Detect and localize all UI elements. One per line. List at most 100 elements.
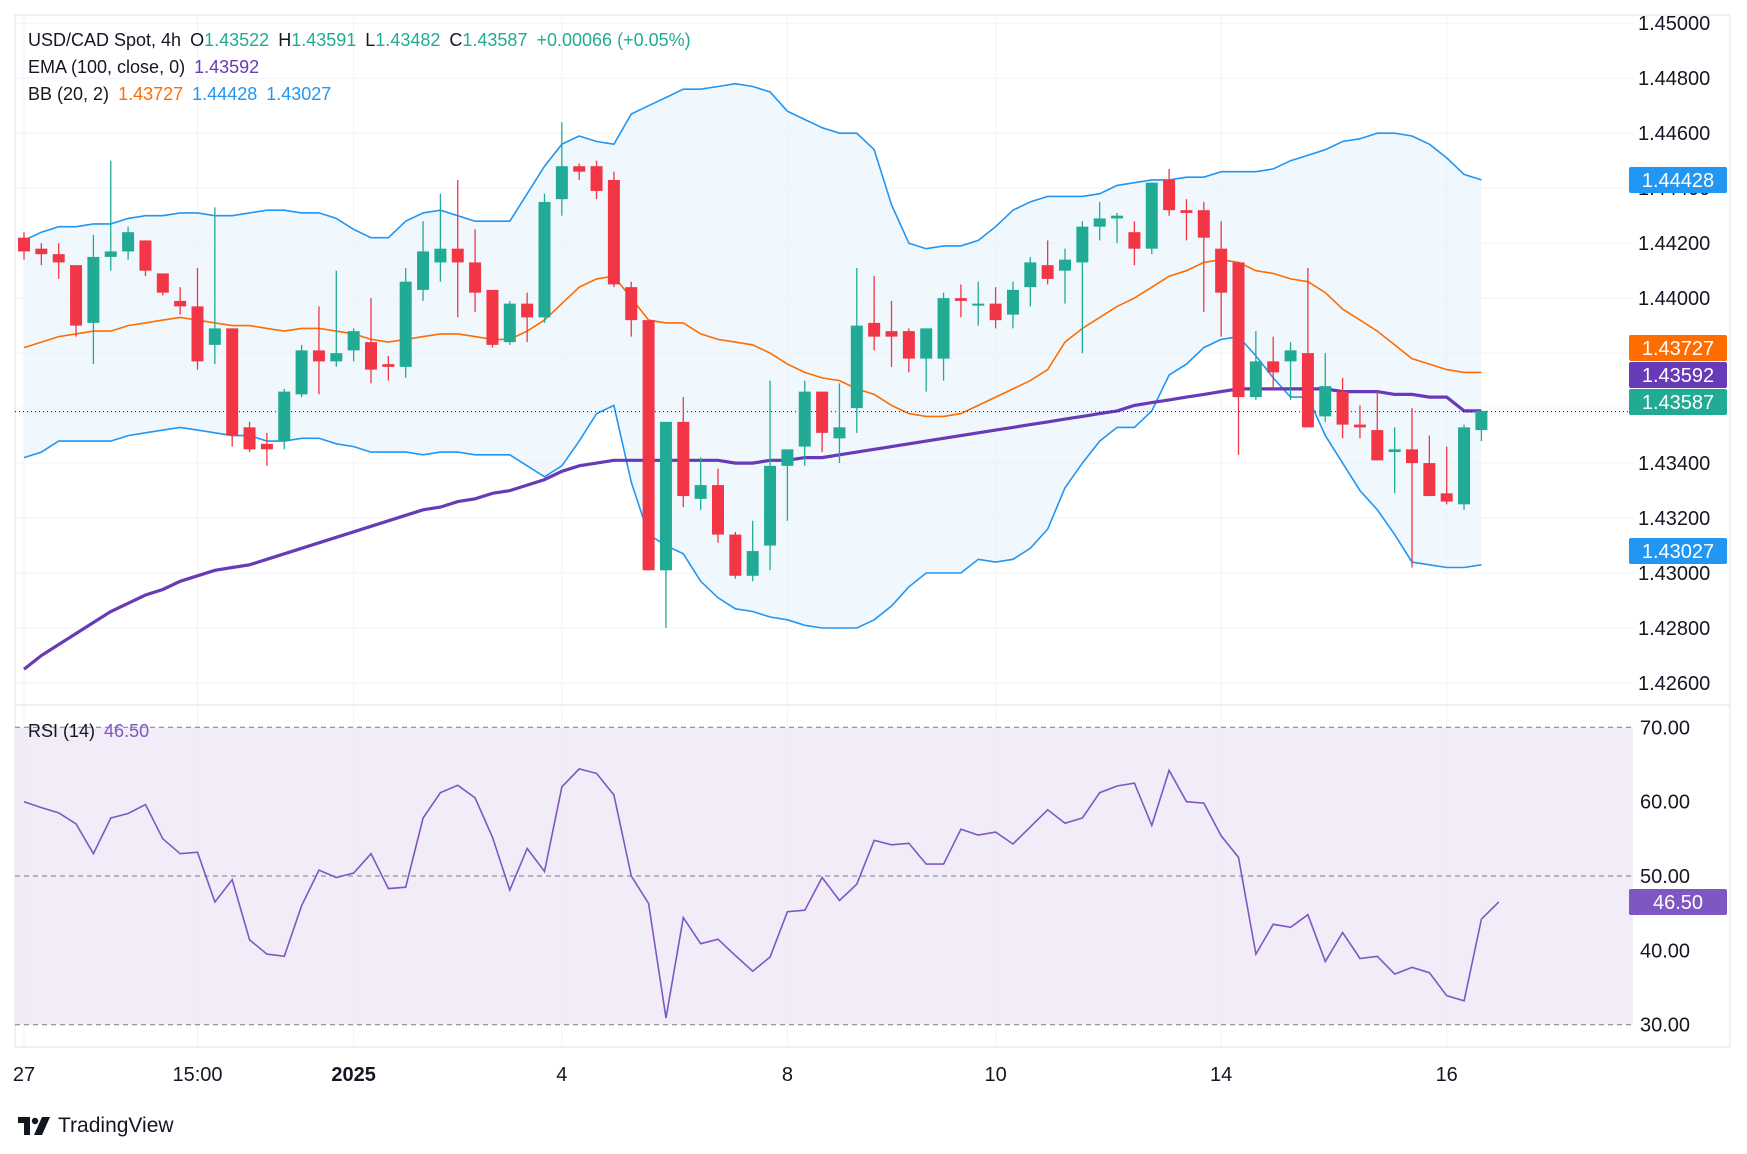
candle[interactable] (434, 193, 447, 282)
candle[interactable] (1041, 240, 1054, 285)
rsi-tick-label: 70.00 (1640, 717, 1690, 739)
candle[interactable] (607, 171, 620, 288)
candle[interactable] (920, 328, 933, 392)
candle[interactable] (156, 273, 169, 296)
candle[interactable] (417, 221, 430, 301)
candle[interactable] (35, 243, 48, 266)
candle[interactable] (260, 432, 273, 466)
candle[interactable] (1319, 353, 1332, 422)
price-tick-label: 1.44800 (1638, 68, 1710, 90)
candle[interactable] (347, 328, 360, 362)
candle[interactable] (1145, 182, 1158, 255)
candle[interactable] (1440, 446, 1453, 505)
candle[interactable] (712, 468, 724, 543)
candle[interactable] (1475, 410, 1488, 442)
candle[interactable] (1093, 201, 1106, 241)
candle[interactable] (746, 520, 759, 582)
candle[interactable] (70, 265, 83, 337)
candle[interactable] (659, 421, 672, 629)
candle[interactable] (208, 207, 221, 365)
candle[interactable] (590, 160, 603, 200)
candle[interactable] (555, 122, 568, 216)
candle[interactable] (312, 306, 325, 395)
candle[interactable] (833, 383, 846, 464)
candle[interactable] (1006, 281, 1019, 329)
candle[interactable] (330, 270, 343, 367)
candle[interactable] (1215, 221, 1228, 337)
candle[interactable] (625, 281, 638, 337)
candle[interactable] (850, 267, 863, 433)
candle[interactable] (1336, 377, 1349, 439)
candle[interactable] (191, 267, 204, 370)
candle[interactable] (521, 292, 534, 343)
candle[interactable] (989, 287, 1002, 329)
candle[interactable] (486, 289, 499, 348)
candle-body (469, 262, 482, 293)
candle[interactable] (87, 234, 100, 365)
candle[interactable] (1197, 201, 1210, 312)
candle[interactable] (798, 380, 811, 466)
candle[interactable] (295, 344, 308, 398)
candle[interactable] (278, 388, 291, 450)
candle[interactable] (469, 229, 482, 312)
candle[interactable] (1371, 391, 1384, 461)
candle[interactable] (642, 320, 655, 571)
candle[interactable] (1024, 256, 1037, 307)
candle[interactable] (1423, 435, 1436, 497)
candle[interactable] (764, 380, 777, 571)
candle[interactable] (1249, 331, 1262, 400)
ema-legend[interactable]: EMA (100, close, 0) 1.43592 (28, 57, 263, 78)
candle[interactable] (1059, 248, 1071, 304)
candle[interactable] (1111, 212, 1124, 244)
candle[interactable] (1128, 221, 1141, 266)
price-tick-label: 1.45000 (1638, 13, 1710, 35)
candle-body (365, 342, 377, 370)
candle[interactable] (503, 300, 516, 345)
candle[interactable] (694, 457, 707, 510)
candle[interactable] (729, 531, 742, 579)
candle[interactable] (954, 284, 967, 318)
candle[interactable] (1163, 168, 1176, 216)
candle[interactable] (139, 240, 152, 277)
candle[interactable] (573, 163, 586, 180)
candle[interactable] (382, 355, 395, 381)
candle[interactable] (1232, 262, 1245, 455)
candle[interactable] (677, 397, 690, 508)
candle[interactable] (972, 281, 985, 326)
candle[interactable] (451, 179, 464, 318)
candle[interactable] (52, 243, 65, 279)
candle[interactable] (781, 449, 794, 521)
candle[interactable] (1267, 336, 1280, 389)
candle[interactable] (243, 421, 256, 453)
candle[interactable] (816, 391, 829, 453)
candle-body (382, 364, 395, 367)
candle-body (1163, 179, 1176, 211)
tradingview-logo[interactable]: TradingView (18, 1114, 174, 1138)
candle[interactable] (399, 267, 412, 378)
price-axis-label: 1.43592 (1629, 362, 1727, 388)
candle[interactable] (885, 300, 898, 367)
candle[interactable] (1076, 221, 1089, 354)
candle[interactable] (1388, 427, 1401, 494)
candle[interactable] (937, 292, 950, 381)
candle[interactable] (1406, 408, 1418, 568)
candle[interactable] (1458, 424, 1471, 510)
candle-body (868, 322, 881, 337)
rsi-legend[interactable]: RSI (14) 46.50 (28, 721, 153, 742)
candle[interactable] (104, 160, 117, 271)
candle[interactable] (902, 328, 915, 373)
candle[interactable] (18, 232, 30, 260)
candle[interactable] (1180, 199, 1193, 241)
candle[interactable] (1301, 267, 1314, 428)
candle[interactable] (1353, 405, 1366, 439)
candle[interactable] (365, 298, 377, 384)
candle[interactable] (226, 328, 239, 447)
bb-legend[interactable]: BB (20, 2) 1.43727 1.44428 1.43027 (28, 84, 335, 105)
candle[interactable] (122, 226, 135, 260)
candle-body (503, 303, 516, 343)
candle[interactable] (1284, 342, 1297, 400)
candle[interactable] (538, 193, 551, 323)
candle[interactable] (868, 276, 881, 351)
candle[interactable] (174, 287, 187, 315)
